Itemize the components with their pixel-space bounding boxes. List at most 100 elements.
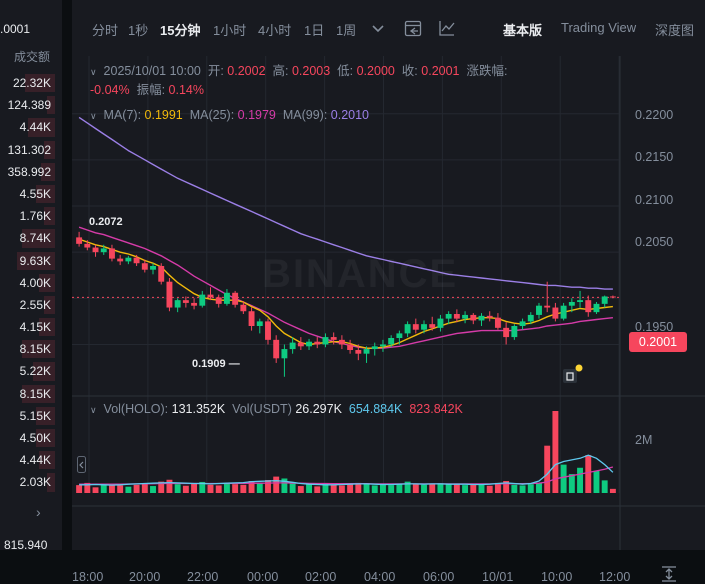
amplitude-value: 0.14% xyxy=(168,83,204,97)
volume-bar xyxy=(191,483,198,493)
volume-bar xyxy=(273,476,280,493)
indicator-chart-icon[interactable] xyxy=(438,19,456,37)
vol-ma1-value: 654.884K xyxy=(348,402,403,416)
candle-body xyxy=(330,337,337,340)
candle-body xyxy=(265,321,271,340)
vol-holo-value: 131.352K xyxy=(171,402,226,416)
candle-body xyxy=(536,305,542,315)
volume-bar xyxy=(445,484,452,493)
volume-value: 4.50K xyxy=(19,431,51,445)
change-value: -0.04% xyxy=(90,83,130,97)
notification-icon[interactable] xyxy=(560,364,584,388)
volume-depth-bar xyxy=(35,429,55,448)
ma7-value: 0.1991 xyxy=(144,108,183,122)
ma25-line xyxy=(78,226,613,349)
volume-bar xyxy=(601,480,608,493)
kline-svg[interactable] xyxy=(72,56,705,550)
volume-list-item: 4.00K xyxy=(0,272,55,294)
volume-value: 4.44K xyxy=(19,453,51,468)
volume-list-item: 1.76K xyxy=(0,205,55,227)
tab-view-tradingview[interactable]: Trading View xyxy=(561,20,637,35)
ma99-value: 0.2010 xyxy=(330,108,370,122)
vol-ma2-value: 823.842K xyxy=(409,402,463,416)
tab-timeframe-1w[interactable]: 1周 xyxy=(336,23,357,38)
watermark: BINANCE xyxy=(262,252,459,296)
x-tick: 20:00 xyxy=(129,570,161,584)
candle-body xyxy=(273,339,280,359)
candle-body xyxy=(306,341,313,347)
x-tick: 10:00 xyxy=(541,570,573,584)
candle-body xyxy=(593,303,600,313)
candle-body xyxy=(560,305,567,319)
volume-depth-bar xyxy=(22,340,55,359)
volume-value: 4.55K xyxy=(19,186,51,201)
candle-body xyxy=(519,321,526,326)
volume-depth-bar xyxy=(46,473,55,492)
volume-depth-bar xyxy=(44,295,55,315)
vol-axis-tick: 2M xyxy=(635,433,653,447)
candle-body xyxy=(100,248,107,253)
volume-bar xyxy=(281,478,288,493)
volume-list-item: 22.32K xyxy=(0,72,55,94)
y-tick: 0.2200 xyxy=(635,108,674,122)
chevron-right-icon[interactable]: › xyxy=(36,504,41,520)
candle-body xyxy=(478,315,485,321)
tab-timeframe-1s[interactable]: 1秒 xyxy=(128,23,149,38)
volume-depth-bar xyxy=(38,273,55,292)
volume-list-item: 131.302 xyxy=(0,139,55,161)
volume-bar xyxy=(388,485,395,493)
volume-bar xyxy=(232,484,239,493)
volume-bar xyxy=(207,484,214,493)
tab-timeframe-4h[interactable]: 4小时 xyxy=(258,23,292,38)
volume-bar xyxy=(437,483,444,493)
volume-bar xyxy=(519,485,526,493)
y-tick: 0.2100 xyxy=(635,193,674,207)
volume-bar xyxy=(560,464,567,493)
volume-bar xyxy=(552,411,559,493)
collapse-left-icon[interactable] xyxy=(77,456,87,474)
tab-timeframe-1h[interactable]: 1小时 xyxy=(213,23,247,38)
tab-timeframe-1d[interactable]: 1日 xyxy=(304,23,325,38)
volume-bar xyxy=(108,483,115,493)
volume-value: 4.15K xyxy=(19,320,51,335)
candle-body xyxy=(174,300,181,308)
open-label: 开: xyxy=(207,64,224,78)
calendar-left-icon[interactable] xyxy=(404,19,422,37)
close-value: 0.2001 xyxy=(421,64,460,78)
volume-value: 5.15K xyxy=(19,408,51,423)
bottom-value: 815.940 xyxy=(4,538,48,552)
tab-view-basic[interactable]: 基本版 xyxy=(503,23,543,38)
volume-list-item: 8.15K xyxy=(0,338,55,360)
x-tick: 04:00 xyxy=(364,570,396,584)
volume-list-item: 5.15K xyxy=(0,405,55,427)
volume-depth-bar xyxy=(38,451,55,470)
volume-depth-bar xyxy=(22,384,55,403)
volume-value: 124.389 xyxy=(7,98,51,113)
caret-down-icon[interactable] xyxy=(372,24,384,34)
high-label: 高: xyxy=(272,64,289,78)
tab-timeframe-15m[interactable]: 15分钟 xyxy=(160,23,201,38)
tab-view-depth[interactable]: 深度图 xyxy=(655,23,695,38)
ma25-label: MA(25): xyxy=(189,108,235,122)
volume-column-title: 成交额 xyxy=(13,50,50,64)
volume-bar xyxy=(609,488,616,493)
candle-body xyxy=(223,292,230,304)
trade-volume-panel: .0001 成交额 22.32K 124.389 4.44K 131.302 358.9… xyxy=(0,0,62,552)
candle-body xyxy=(150,266,156,270)
volume-depth-bar xyxy=(27,118,55,137)
change-label: 涨跌幅: xyxy=(466,64,508,78)
volume-ma2-line xyxy=(79,466,614,485)
volume-list-item: 5.22K xyxy=(0,360,55,382)
candle-body xyxy=(92,247,99,253)
volume-depth-bar xyxy=(38,318,55,337)
x-tick: 02:00 xyxy=(305,570,337,584)
volume-bar xyxy=(306,484,313,493)
volume-bar xyxy=(355,482,362,493)
tab-timeframe-time[interactable]: 分时 xyxy=(92,23,119,38)
kline-chart[interactable]: BINANCE ∨ 2025/10/01 10:00 开: 0.2002 高: … xyxy=(72,56,705,584)
fit-height-icon[interactable] xyxy=(660,565,678,583)
volume-value: 22.32K xyxy=(12,76,51,90)
candle-body xyxy=(388,338,395,345)
volume-bar xyxy=(92,487,99,493)
volume-bar xyxy=(158,481,165,493)
